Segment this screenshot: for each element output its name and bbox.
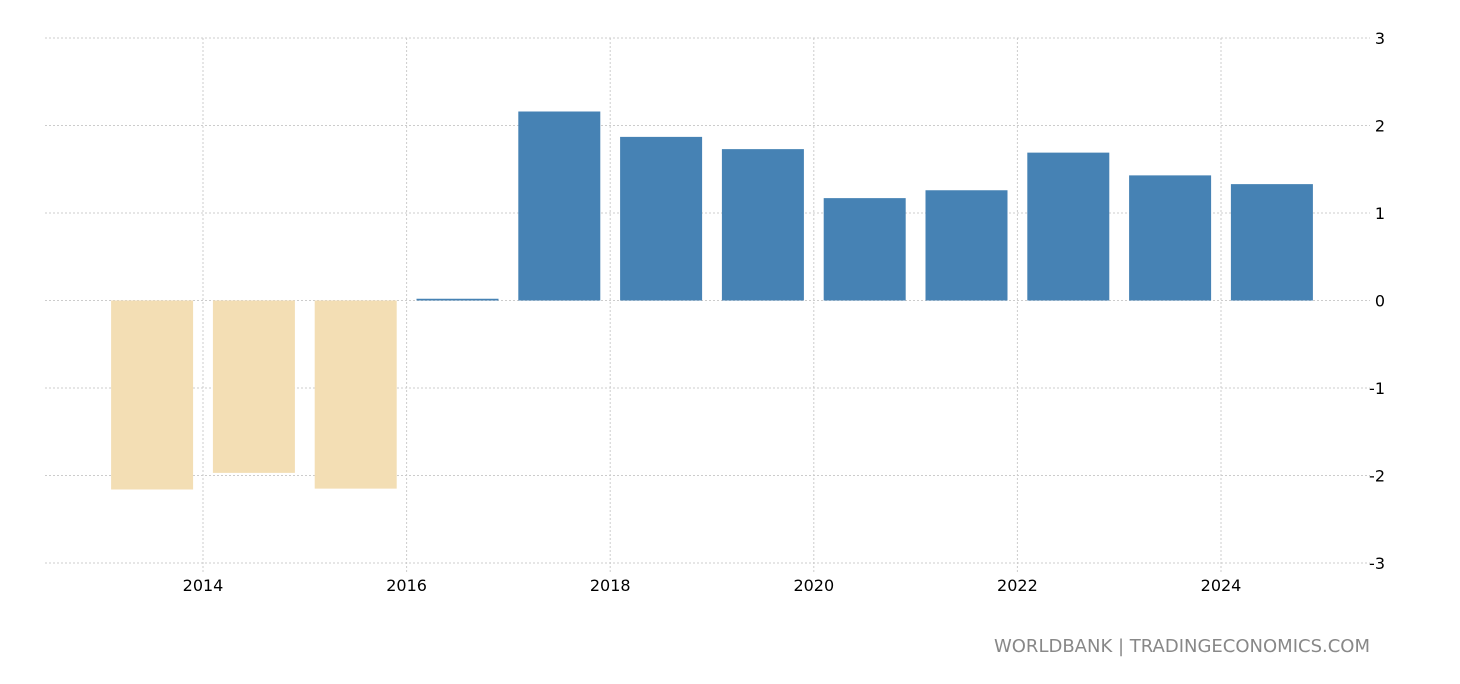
source-credit[interactable]: WORLDBANK | TRADINGECONOMICS.COM (994, 636, 1370, 657)
bar-2023 (1129, 175, 1212, 301)
x-axis-ticks: 2014 2016 2018 2020 2022 2024 (183, 576, 1242, 595)
y-tick-label: 3 (1375, 29, 1385, 48)
x-tick-label: 2016 (386, 576, 427, 595)
bar-2014 (212, 300, 295, 473)
bar-2022 (1027, 152, 1110, 301)
bar-2013 (111, 300, 194, 490)
x-tick-label: 2014 (183, 576, 224, 595)
bar-2019 (721, 149, 804, 301)
x-tick-label: 2024 (1201, 576, 1242, 595)
bar-2024 (1230, 184, 1313, 301)
y-tick-label: 2 (1375, 117, 1385, 136)
bar-2015 (314, 300, 397, 489)
y-tick-label: 0 (1375, 292, 1385, 311)
y-tick-label: -2 (1369, 467, 1385, 486)
bar-2020 (823, 198, 906, 301)
x-tick-label: 2020 (793, 576, 834, 595)
bar-2018 (620, 136, 703, 301)
x-tick-label: 2022 (997, 576, 1038, 595)
y-axis-ticks: 3 2 1 0 -1 -2 -3 (1369, 29, 1385, 573)
y-tick-label: -1 (1369, 379, 1385, 398)
bar-2017 (518, 111, 601, 301)
bars (111, 111, 1313, 490)
bar-2016 (416, 298, 499, 301)
y-tick-label: 1 (1375, 204, 1385, 223)
x-tick-label: 2018 (590, 576, 631, 595)
y-tick-label: -3 (1369, 554, 1385, 573)
bar-2021 (925, 190, 1008, 301)
